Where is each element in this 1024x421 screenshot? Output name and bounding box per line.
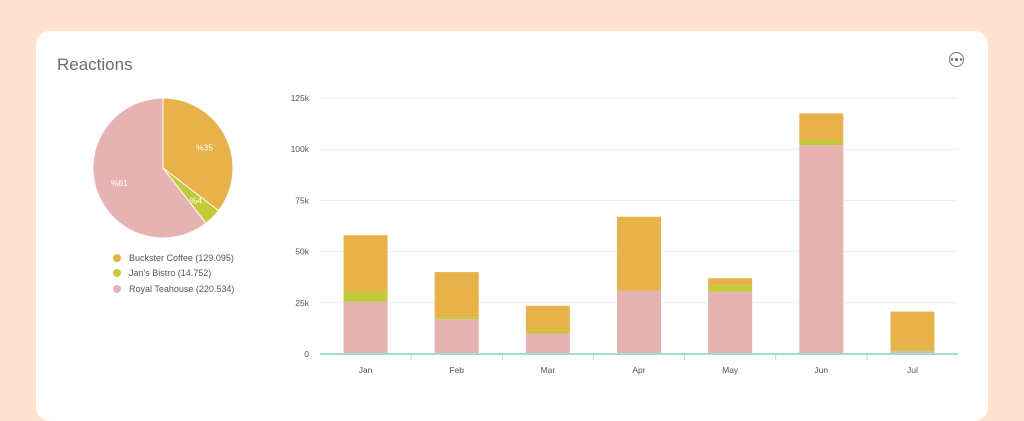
bar-jan-s-bistro-jul	[890, 349, 935, 351]
bar-buckster-coffee-may	[708, 278, 753, 286]
bar-royal-teahouse-jun	[799, 145, 844, 354]
reactions-pie-chart: %35 %4 %61	[92, 97, 234, 239]
x-tick-label: Feb	[449, 365, 464, 375]
y-tick-label: 50k	[295, 247, 309, 257]
reactions-bar-chart: 0 25k 50k 75k 100k 125k Jan Feb Mar Apr May Jun Jul	[291, 93, 958, 375]
bar-buckster-coffee-feb	[434, 272, 479, 318]
legend-label: Buckster Coffee (129.095)	[129, 252, 234, 263]
bar-royal-teahouse-mar	[525, 333, 570, 354]
legend-item: Buckster Coffee (129.095)	[113, 250, 234, 266]
bar-royal-teahouse-jan	[343, 301, 388, 354]
bar-royal-teahouse-apr	[617, 290, 661, 354]
pie-slice-label: %61	[111, 178, 128, 188]
reactions-card: Reactions %35 %4 %61 Buckster Coffee (129.…	[36, 31, 988, 421]
x-tick-label: Mar	[541, 365, 556, 375]
bar-jan-s-bistro-jan	[343, 291, 388, 302]
pie-slice-royal-teahouse	[92, 97, 207, 239]
x-tick-label: May	[722, 365, 739, 375]
bar-royal-teahouse-jul	[890, 350, 935, 354]
y-tick-label: 25k	[295, 298, 309, 308]
pie-legend: Buckster Coffee (129.095) Jan's Bistro (1…	[113, 250, 234, 297]
bar-buckster-coffee-apr	[617, 216, 661, 291]
x-tick-label: Jan	[359, 365, 373, 375]
y-tick-label: 75k	[295, 195, 309, 205]
bar-buckster-coffee-jul	[890, 311, 935, 350]
legend-item: Royal Teahouse (220.534)	[113, 281, 234, 297]
bar-jan-s-bistro-jun	[799, 139, 844, 146]
bar-jan-s-bistro-feb	[434, 317, 479, 320]
bar-jan-s-bistro-may	[708, 285, 753, 292]
y-tick-label: 100k	[291, 144, 310, 154]
bar-buckster-coffee-jun	[799, 113, 844, 140]
bar-jan-s-bistro-mar	[525, 330, 570, 334]
pie-slice-buckster-coffee	[162, 97, 234, 212]
legend-swatch	[113, 284, 121, 293]
pie-slice-label: %4	[190, 196, 203, 206]
legend-swatch	[113, 253, 121, 262]
legend-swatch	[113, 269, 121, 278]
pie-slice-label: %35	[196, 143, 213, 153]
bar-buckster-coffee-jan	[343, 235, 388, 292]
bar-royal-teahouse-may	[708, 291, 753, 354]
more-options-icon[interactable]	[949, 52, 964, 67]
card-title: Reactions	[57, 55, 133, 74]
x-tick-label: Apr	[632, 365, 645, 375]
y-tick-label: 125k	[291, 93, 310, 103]
bar-royal-teahouse-feb	[434, 319, 479, 354]
legend-item: Jan's Bistro (14.752)	[113, 266, 234, 282]
legend-label: Jan's Bistro (14.752)	[129, 268, 212, 279]
x-tick-label: Jun	[814, 365, 828, 375]
x-tick-label: Jul	[907, 365, 918, 375]
y-tick-label: 0	[304, 349, 309, 359]
bar-buckster-coffee-mar	[525, 305, 570, 331]
legend-label: Royal Teahouse (220.534)	[129, 283, 235, 294]
